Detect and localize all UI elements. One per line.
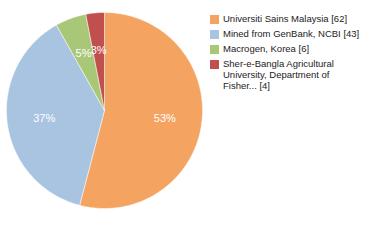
html-text:Sher-e-Bangla Agricultural Uni: Sher-e-Bangla Agricultural University, D…	[223, 57, 334, 91]
svg-text:5%: 5%	[76, 47, 92, 59]
svg-text:53%: 53%	[154, 112, 176, 124]
html-text:Mined from GenBank, NCBI [43]: Mined from GenBank, NCBI [43]	[223, 27, 360, 39]
svg-text:3%: 3%	[91, 44, 107, 56]
svg-text:37%: 37%	[33, 112, 55, 124]
html-text:Universiti Sains Malaysia [62]: Universiti Sains Malaysia [62]	[223, 13, 348, 24]
html-text:Macrogen, Korea [6]: Macrogen, Korea [6]	[223, 42, 310, 54]
